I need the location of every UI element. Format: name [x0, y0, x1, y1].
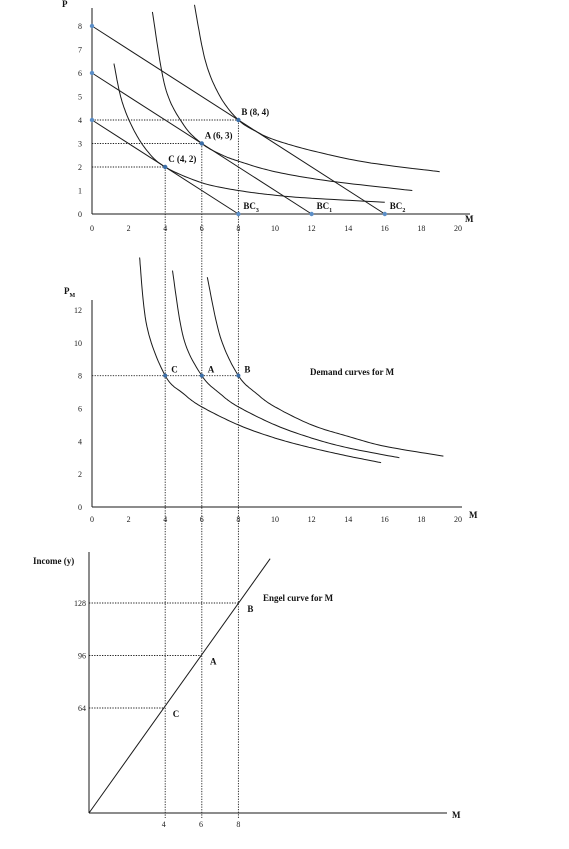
p1-x-tick-label: 14 — [344, 224, 352, 233]
p1-x-tick-label: 6 — [200, 224, 204, 233]
p2-x-tick-label: 14 — [344, 515, 352, 524]
p3-y-tick-label: 64 — [78, 704, 86, 713]
demand-point — [163, 373, 168, 378]
budget-intercept-dot — [89, 117, 95, 123]
tangency-point-label: B (8, 4) — [241, 107, 269, 117]
tangency-point-label: C (4, 2) — [168, 154, 196, 164]
demand-curve — [172, 270, 400, 459]
p2-x-tick-label: 20 — [454, 515, 462, 524]
budget-line-label: BC2 — [390, 201, 406, 214]
indifference-curve — [194, 4, 440, 173]
budget-line-subscript: 3 — [256, 208, 259, 214]
p3-y-tick-label: 128 — [74, 599, 86, 608]
demand-point-label: C — [171, 365, 178, 375]
p1-y-tick-label: 5 — [78, 93, 82, 102]
p2-x-axis-label: M — [469, 510, 478, 520]
engel-point-label: A — [210, 657, 217, 667]
demand-point-label: A — [208, 365, 215, 375]
p1-x-tick-label: 16 — [381, 224, 389, 233]
p1-y-axis-label: P — [62, 0, 68, 9]
p1-x-tick-label: 18 — [417, 224, 425, 233]
budget-line-subscript: 1 — [329, 208, 332, 214]
p1-y-tick-label: 6 — [78, 69, 82, 78]
p1-x-tick-label: 2 — [127, 224, 131, 233]
p2-y-tick-label: 0 — [78, 503, 82, 512]
p3-x-tick-label: 6 — [199, 820, 203, 829]
p2-x-tick-label: 4 — [163, 515, 167, 524]
axes — [88, 8, 470, 814]
p2-x-tick-label: 12 — [308, 515, 316, 524]
p2-y-tick-label: 6 — [78, 405, 82, 414]
p1-x-tick-label: 20 — [454, 224, 462, 233]
p2-x-tick-label: 16 — [381, 515, 389, 524]
budget-intercept-dot — [236, 211, 241, 217]
p2-y-tick-label: 12 — [74, 306, 82, 315]
guide-lines — [89, 119, 239, 818]
p3-x-tick-label: 8 — [236, 820, 240, 829]
p1-y-tick-label: 1 — [78, 187, 82, 196]
p2-x-tick-label: 8 — [236, 515, 240, 524]
tangency-point — [199, 141, 204, 146]
engel-point-label: C — [173, 709, 180, 719]
p2-x-tick-label: 6 — [200, 515, 204, 524]
demand-curves-title: Demand curves for M — [310, 367, 395, 377]
demand-point — [236, 373, 241, 378]
p1-y-tick-label: 0 — [78, 210, 82, 219]
engel-curve-title: Engel curve for M — [263, 593, 334, 603]
tangency-point — [236, 117, 241, 123]
tangency-point-label: A (6, 3) — [205, 131, 233, 141]
budget-intercept-dot — [89, 70, 95, 76]
marks — [89, 23, 387, 378]
p2-y-axis-label: PM — [64, 286, 76, 299]
p3-y-axis-label: Income (y) — [33, 556, 74, 566]
demand-point — [199, 373, 204, 378]
demand-curve — [139, 257, 382, 464]
p2-y-tick-label: 10 — [74, 339, 82, 348]
p3-x-tick-label: 4 — [162, 820, 166, 829]
p1-y-tick-label: 8 — [78, 22, 82, 31]
p1-y-tick-label: 3 — [78, 140, 82, 149]
p1-x-tick-label: 10 — [271, 224, 279, 233]
p3-x-axis-label: M — [452, 810, 461, 820]
p1-y-tick-label: 7 — [78, 46, 82, 55]
p1-x-axis-label: M — [465, 214, 474, 224]
p2-x-tick-label: 0 — [90, 515, 94, 524]
budget-line-subscript: 2 — [402, 208, 405, 214]
p1-x-tick-label: 0 — [90, 224, 94, 233]
p1-x-tick-label: 4 — [163, 224, 167, 233]
p1-y-tick-label: 4 — [78, 116, 82, 125]
demand-point-label: B — [244, 365, 250, 375]
p1-x-tick-label: 12 — [308, 224, 316, 233]
p3-y-tick-label: 96 — [78, 652, 86, 661]
p2-x-tick-label: 10 — [271, 515, 279, 524]
budget-intercept-dot — [89, 23, 95, 29]
p2-x-tick-label: 18 — [417, 515, 425, 524]
indifference-curve — [151, 11, 413, 191]
engel-point-label: B — [247, 604, 253, 614]
engel-curve — [88, 558, 271, 814]
demand-curve — [206, 277, 444, 457]
p1-x-tick-label: 8 — [236, 224, 240, 233]
p2-y-tick-label: 2 — [78, 470, 82, 479]
tangency-point — [163, 164, 168, 170]
budget-line-label: BC3 — [243, 201, 259, 214]
indifference-curve — [113, 63, 385, 203]
budget-intercept-dot — [382, 211, 387, 217]
p1-y-tick-label: 2 — [78, 163, 82, 172]
curves — [88, 4, 444, 814]
p2-y-axis-subscript: M — [70, 293, 76, 299]
p2-y-tick-label: 8 — [78, 372, 82, 381]
p2-x-tick-label: 2 — [127, 515, 131, 524]
budget-intercept-dot — [309, 211, 314, 217]
budget-line-label: BC1 — [317, 201, 333, 214]
p2-y-tick-label: 4 — [78, 437, 82, 446]
